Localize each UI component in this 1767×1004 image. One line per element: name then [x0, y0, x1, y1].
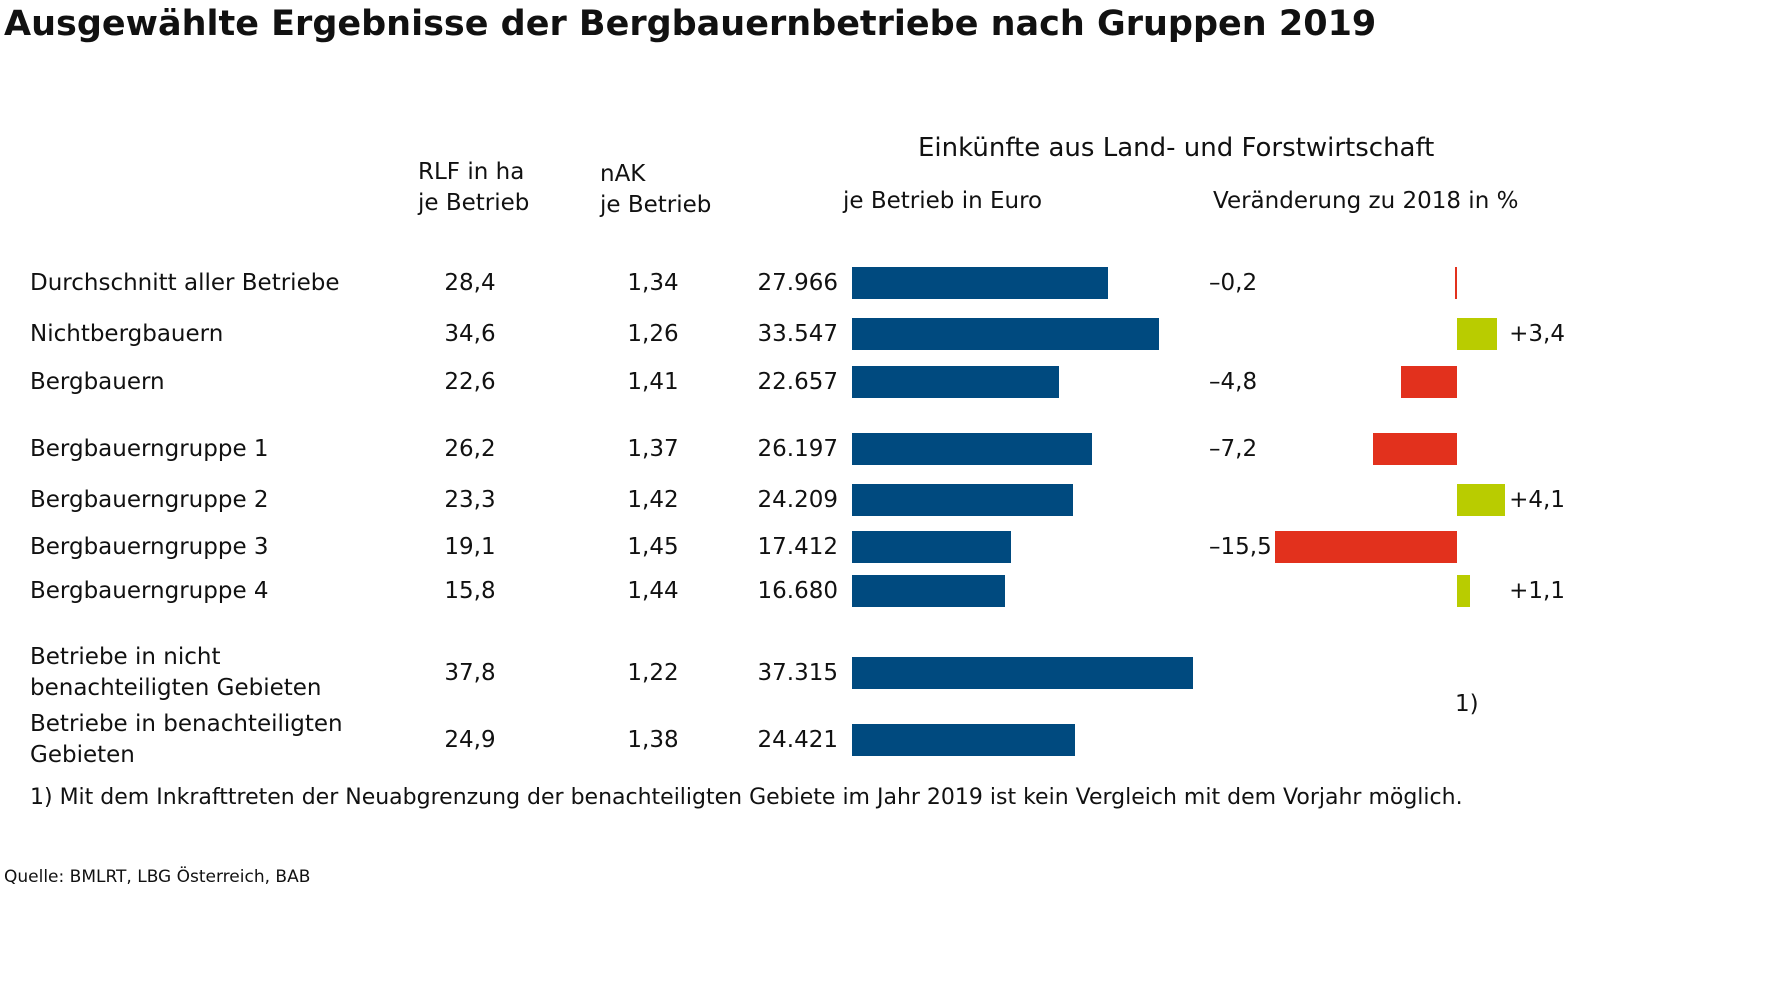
cell-value: 26,2 — [444, 436, 496, 462]
value-label: –7,2 — [1209, 436, 1258, 462]
cell-value: 1,26 — [627, 321, 679, 347]
value-label: +4,1 — [1509, 487, 1565, 513]
cell-value: 1,45 — [627, 534, 679, 560]
cell-value: 1,44 — [627, 578, 679, 604]
value-label: +1,1 — [1509, 578, 1565, 604]
cell-value: 1,22 — [627, 660, 679, 686]
column-header: je Betrieb in Euro — [843, 188, 1043, 214]
bar — [852, 267, 1108, 299]
bar — [852, 531, 1012, 563]
row-label: Betriebe in nicht benachteiligten Gebiet… — [30, 644, 322, 701]
bar — [1454, 267, 1458, 299]
bar — [1372, 433, 1458, 465]
row-label: Bergbauerngruppe 1 — [30, 435, 269, 462]
column-header: Veränderung zu 2018 in % — [1213, 188, 1519, 214]
cell-value: 22,6 — [444, 369, 496, 395]
cell-value: 24,9 — [444, 727, 496, 753]
bar — [1457, 318, 1498, 350]
cell-value: 1,42 — [627, 487, 679, 513]
value-label: 22.657 — [757, 369, 838, 395]
cell-value: 15,8 — [444, 578, 496, 604]
row-label: Bergbauerngruppe 4 — [30, 577, 269, 604]
row-label: Durchschnitt aller Betriebe — [30, 269, 340, 296]
cell-value: 1,41 — [627, 369, 679, 395]
cell-value: 34,6 — [444, 321, 496, 347]
value-label: –4,8 — [1209, 369, 1258, 395]
value-label: –15,5 — [1209, 534, 1272, 560]
bar — [852, 318, 1159, 350]
bar — [852, 366, 1060, 398]
column-header: nAK je Betrieb — [600, 161, 712, 218]
cell-value: 1,38 — [627, 727, 679, 753]
cell-value: 1,37 — [627, 436, 679, 462]
value-label: 26.197 — [757, 436, 838, 462]
group-title: Einkünfte aus Land- und Forstwirtschaft — [918, 133, 1435, 163]
value-label: 37.315 — [757, 660, 838, 686]
value-label: 27.966 — [757, 270, 838, 296]
cell-value: 23,3 — [444, 487, 496, 513]
row-label: Betriebe in benachteiligten Gebieten — [30, 711, 343, 768]
footnote: 1) Mit dem Inkrafttreten der Neuabgrenzu… — [30, 785, 1463, 810]
cell-value: 19,1 — [444, 534, 496, 560]
row-label: Bergbauerngruppe 2 — [30, 486, 269, 513]
cell-value: 1,34 — [627, 270, 679, 296]
bar — [852, 575, 1005, 607]
bar — [852, 433, 1092, 465]
row-label: Bergbauern — [30, 368, 165, 395]
source: Quelle: BMLRT, LBG Österreich, BAB — [4, 867, 311, 887]
value-label: –0,2 — [1209, 270, 1258, 296]
bar — [852, 657, 1194, 689]
bar — [1457, 575, 1471, 607]
row-label: Nichtbergbauern — [30, 320, 224, 347]
value-label: 24.209 — [757, 487, 838, 513]
cell-value: 37,8 — [444, 660, 496, 686]
bar — [852, 724, 1076, 756]
column-header: RLF in ha je Betrieb — [418, 159, 530, 216]
value-label: 16.680 — [757, 578, 838, 604]
value-label: 17.412 — [757, 534, 838, 560]
footnote-marker: 1) — [1455, 691, 1479, 717]
value-label: +3,4 — [1509, 321, 1565, 347]
row-label: Bergbauerngruppe 3 — [30, 533, 269, 560]
cell-value: 28,4 — [444, 270, 496, 296]
bar — [1400, 366, 1458, 398]
bar — [1274, 531, 1458, 563]
chart-title: Ausgewählte Ergebnisse der Bergbauernbet… — [4, 4, 1377, 44]
value-label: 24.421 — [757, 727, 838, 753]
value-label: 33.547 — [757, 321, 838, 347]
bar — [1457, 484, 1506, 516]
bar — [852, 484, 1074, 516]
